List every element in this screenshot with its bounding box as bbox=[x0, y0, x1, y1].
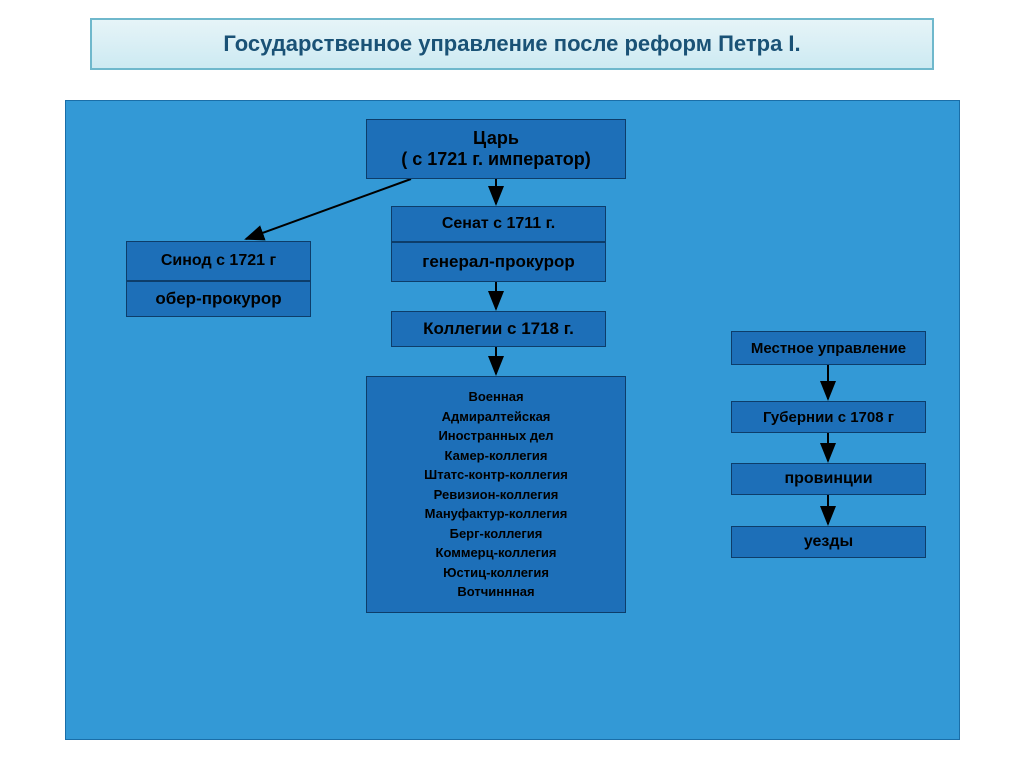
collegia-item: Камер-коллегия bbox=[383, 446, 609, 466]
collegia-header: Коллегии с 1718 г. bbox=[391, 311, 606, 347]
collegia-item: Юстиц-коллегия bbox=[383, 563, 609, 583]
collegia-item: Мануфактур-коллегия bbox=[383, 504, 609, 524]
senate-bottom-label: генерал-прокурор bbox=[422, 252, 575, 272]
collegia-item: Штатс-контр-коллегия bbox=[383, 465, 609, 485]
collegia-item: Коммерц-коллегия bbox=[383, 543, 609, 563]
collegia-item: Адмиралтейская bbox=[383, 407, 609, 427]
tsar-box: Царь ( с 1721 г. император) bbox=[366, 119, 626, 179]
synod-top: Синод с 1721 г bbox=[126, 241, 311, 281]
uezd-label: уезды bbox=[804, 533, 853, 551]
collegia-list: ВоеннаяАдмиралтейскаяИностранных делКаме… bbox=[366, 376, 626, 613]
province-box: провинции bbox=[731, 463, 926, 495]
gubernia-label: Губернии с 1708 г bbox=[763, 409, 894, 426]
senate-bottom: генерал-прокурор bbox=[391, 242, 606, 282]
tsar-line2: ( с 1721 г. император) bbox=[401, 149, 591, 170]
province-label: провинции bbox=[784, 470, 872, 488]
collegia-item: Ревизион-коллегия bbox=[383, 485, 609, 505]
collegia-item: Военная bbox=[383, 387, 609, 407]
synod-top-label: Синод с 1721 г bbox=[161, 252, 276, 270]
gubernia-box: Губернии с 1708 г bbox=[731, 401, 926, 433]
diagram-canvas: Царь ( с 1721 г. император) Синод с 1721… bbox=[65, 100, 960, 740]
collegia-item: Берг-коллегия bbox=[383, 524, 609, 544]
collegia-item: Иностранных дел bbox=[383, 426, 609, 446]
synod-bottom: обер-прокурор bbox=[126, 281, 311, 317]
collegia-header-label: Коллегии с 1718 г. bbox=[423, 319, 574, 339]
senate-top: Сенат с 1711 г. bbox=[391, 206, 606, 242]
local-header-label: Местное управление bbox=[751, 340, 906, 357]
uezd-box: уезды bbox=[731, 526, 926, 558]
tsar-line1: Царь bbox=[473, 128, 519, 149]
title-text: Государственное управление после реформ … bbox=[223, 31, 800, 57]
collegia-item: Вотчиннная bbox=[383, 582, 609, 602]
slide-title: Государственное управление после реформ … bbox=[90, 18, 934, 70]
senate-top-label: Сенат с 1711 г. bbox=[442, 215, 555, 233]
synod-bottom-label: обер-прокурор bbox=[155, 289, 281, 309]
local-header: Местное управление bbox=[731, 331, 926, 365]
